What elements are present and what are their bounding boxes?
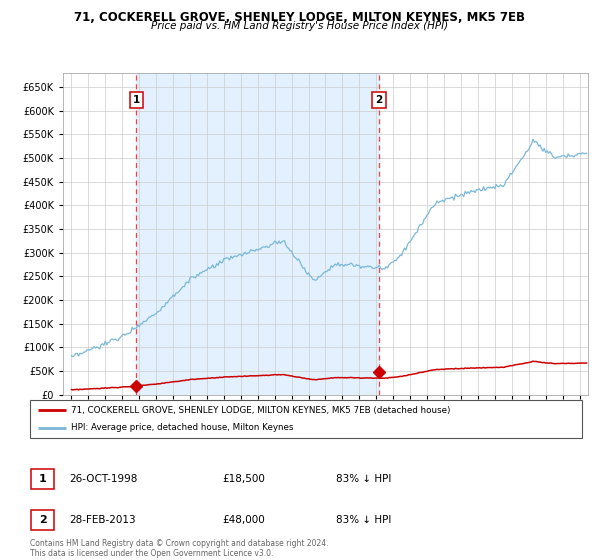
FancyBboxPatch shape xyxy=(30,400,582,438)
Text: 26-OCT-1998: 26-OCT-1998 xyxy=(69,474,137,484)
Text: 83% ↓ HPI: 83% ↓ HPI xyxy=(336,474,391,484)
Text: 2: 2 xyxy=(376,95,383,105)
Text: HPI: Average price, detached house, Milton Keynes: HPI: Average price, detached house, Milt… xyxy=(71,423,294,432)
FancyBboxPatch shape xyxy=(31,469,54,489)
Text: 71, COCKERELL GROVE, SHENLEY LODGE, MILTON KEYNES, MK5 7EB: 71, COCKERELL GROVE, SHENLEY LODGE, MILT… xyxy=(74,11,526,24)
Text: 28-FEB-2013: 28-FEB-2013 xyxy=(69,515,136,525)
Text: Contains HM Land Registry data © Crown copyright and database right 2024.
This d: Contains HM Land Registry data © Crown c… xyxy=(30,539,329,558)
Text: 1: 1 xyxy=(133,95,140,105)
Text: 83% ↓ HPI: 83% ↓ HPI xyxy=(336,515,391,525)
Text: Price paid vs. HM Land Registry's House Price Index (HPI): Price paid vs. HM Land Registry's House … xyxy=(151,21,449,31)
Text: £48,000: £48,000 xyxy=(222,515,265,525)
Text: 2: 2 xyxy=(39,515,46,525)
Text: 71, COCKERELL GROVE, SHENLEY LODGE, MILTON KEYNES, MK5 7EB (detached house): 71, COCKERELL GROVE, SHENLEY LODGE, MILT… xyxy=(71,405,451,414)
Text: £18,500: £18,500 xyxy=(222,474,265,484)
Text: 1: 1 xyxy=(39,474,46,484)
Bar xyxy=(136,73,379,395)
FancyBboxPatch shape xyxy=(31,510,54,530)
